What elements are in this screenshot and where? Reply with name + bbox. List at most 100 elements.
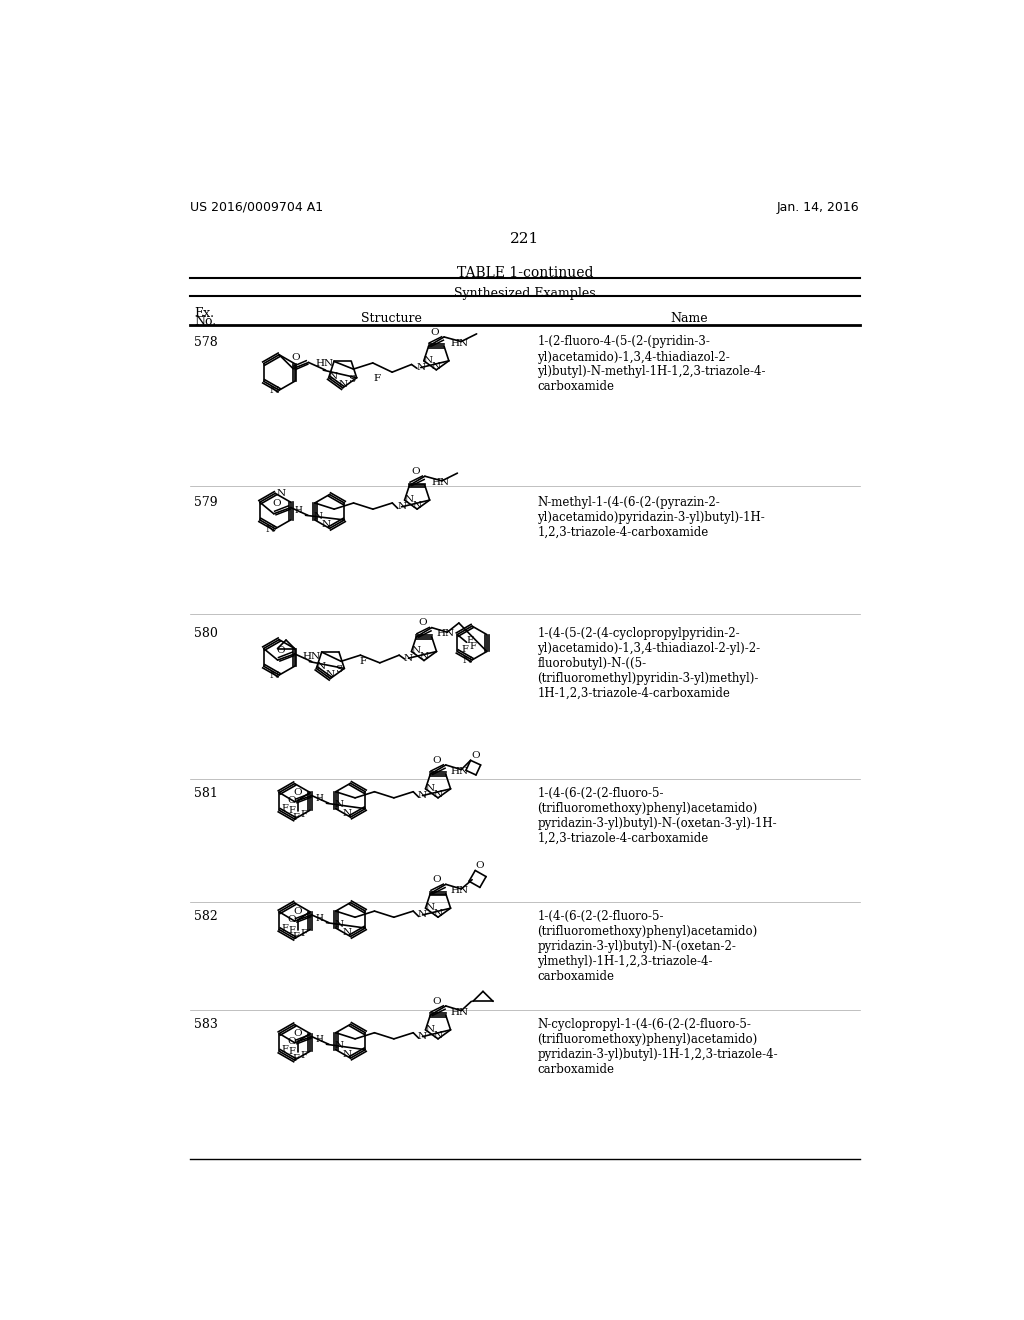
Text: F: F — [288, 925, 295, 935]
Text: F: F — [462, 645, 468, 655]
Text: HN: HN — [451, 886, 469, 895]
Text: F: F — [282, 804, 288, 813]
Text: F: F — [293, 813, 300, 821]
Text: H: H — [315, 795, 324, 803]
Text: HN: HN — [451, 339, 468, 347]
Text: O: O — [475, 862, 484, 870]
Text: F: F — [293, 932, 300, 941]
Text: N: N — [326, 671, 335, 680]
Text: N: N — [426, 903, 435, 912]
Text: O: O — [412, 467, 420, 477]
Text: O: O — [292, 352, 300, 362]
Text: O: O — [471, 751, 479, 760]
Text: 580: 580 — [194, 627, 218, 640]
Text: N: N — [276, 488, 285, 498]
Text: S: S — [348, 375, 355, 384]
Text: O: O — [288, 796, 296, 805]
Text: HN: HN — [436, 630, 455, 639]
Text: N: N — [404, 495, 414, 504]
Text: 1-(4-(6-(2-(2-fluoro-5-
(trifluoromethoxy)phenyl)acetamido)
pyridazin-3-yl)butyl: 1-(4-(6-(2-(2-fluoro-5- (trifluoromethox… — [538, 787, 777, 845]
Text: O: O — [294, 1030, 302, 1038]
Text: N: N — [313, 512, 323, 520]
Text: Jan. 14, 2016: Jan. 14, 2016 — [777, 201, 859, 214]
Text: N: N — [413, 500, 422, 510]
Text: N: N — [462, 656, 471, 665]
Text: O: O — [276, 645, 285, 655]
Text: N: N — [343, 928, 352, 937]
Text: N: N — [426, 784, 435, 792]
Text: N: N — [433, 909, 442, 917]
Text: 1-(2-fluoro-4-(5-(2-(pyridin-3-
yl)acetamido)-1,3,4-thiadiazol-2-
yl)butyl)-N-me: 1-(2-fluoro-4-(5-(2-(pyridin-3- yl)aceta… — [538, 335, 766, 393]
Text: HN: HN — [315, 359, 334, 368]
Text: O: O — [432, 997, 440, 1006]
Text: HN: HN — [302, 652, 321, 661]
Text: N: N — [417, 363, 425, 372]
Text: F: F — [282, 924, 288, 932]
Text: F: F — [300, 929, 307, 939]
Text: F: F — [288, 1048, 295, 1056]
Text: N: N — [269, 387, 279, 396]
Text: O: O — [432, 756, 440, 764]
Text: 579: 579 — [194, 496, 217, 508]
Text: N: N — [334, 800, 343, 809]
Text: F: F — [282, 1045, 288, 1055]
Text: O: O — [432, 875, 440, 884]
Text: 221: 221 — [510, 231, 540, 246]
Text: H: H — [315, 1035, 324, 1044]
Text: Ex.: Ex. — [194, 308, 214, 319]
Text: N: N — [397, 503, 407, 511]
Text: N: N — [420, 652, 429, 661]
Text: N: N — [412, 647, 421, 655]
Text: HN: HN — [431, 478, 450, 487]
Text: N: N — [343, 809, 352, 818]
Text: N: N — [424, 355, 433, 364]
Text: F: F — [293, 1053, 300, 1063]
Text: 1-(4-(6-(2-(2-fluoro-5-
(trifluoromethoxy)phenyl)acetamido)
pyridazin-3-yl)butyl: 1-(4-(6-(2-(2-fluoro-5- (trifluoromethox… — [538, 909, 758, 983]
Text: O: O — [294, 907, 302, 916]
Text: O: O — [430, 327, 439, 337]
Text: N: N — [338, 380, 347, 388]
Text: TABLE 1-continued: TABLE 1-continued — [457, 267, 593, 280]
Text: F: F — [359, 657, 367, 665]
Text: N: N — [316, 663, 326, 672]
Text: N: N — [265, 525, 274, 535]
Text: N: N — [418, 911, 427, 920]
Text: N: N — [432, 362, 441, 371]
Text: HN: HN — [451, 1007, 469, 1016]
Text: O: O — [418, 619, 427, 627]
Text: US 2016/0009704 A1: US 2016/0009704 A1 — [190, 201, 324, 214]
Text: S: S — [335, 665, 342, 675]
Text: 582: 582 — [194, 909, 218, 923]
Text: N: N — [334, 1041, 343, 1051]
Text: F: F — [300, 809, 307, 818]
Text: N: N — [343, 1049, 352, 1059]
Text: N: N — [269, 672, 279, 680]
Text: N: N — [433, 789, 442, 799]
Text: N: N — [334, 920, 343, 929]
Text: O: O — [294, 788, 302, 797]
Text: 583: 583 — [194, 1018, 218, 1031]
Text: Name: Name — [671, 313, 709, 326]
Text: Structure: Structure — [361, 313, 422, 326]
Text: N: N — [329, 372, 338, 380]
Text: N: N — [418, 791, 427, 800]
Text: O: O — [288, 915, 296, 924]
Text: F: F — [300, 1051, 307, 1060]
Text: No.: No. — [194, 315, 216, 329]
Text: 1-(4-(5-(2-(4-cyclopropylpyridin-2-
yl)acetamido)-1,3,4-thiadiazol-2-yl)-2-
fluo: 1-(4-(5-(2-(4-cyclopropylpyridin-2- yl)a… — [538, 627, 761, 700]
Text: F: F — [288, 807, 295, 816]
Text: F: F — [373, 374, 380, 383]
Text: H: H — [315, 913, 324, 923]
Text: H: H — [295, 506, 302, 515]
Text: Synthesized Examples: Synthesized Examples — [454, 286, 596, 300]
Text: N: N — [418, 1032, 427, 1041]
Text: O: O — [272, 499, 282, 508]
Text: 578: 578 — [194, 335, 218, 348]
Text: N-cyclopropyl-1-(4-(6-(2-(2-fluoro-5-
(trifluoromethoxy)phenyl)acetamido)
pyrida: N-cyclopropyl-1-(4-(6-(2-(2-fluoro-5- (t… — [538, 1018, 778, 1076]
Text: N-methyl-1-(4-(6-(2-(pyrazin-2-
yl)acetamido)pyridazin-3-yl)butyl)-1H-
1,2,3-tri: N-methyl-1-(4-(6-(2-(pyrazin-2- yl)aceta… — [538, 496, 765, 539]
Text: N: N — [433, 1031, 442, 1040]
Text: N: N — [426, 1024, 435, 1034]
Text: F: F — [466, 636, 473, 645]
Text: F: F — [469, 643, 476, 651]
Text: HN: HN — [451, 767, 469, 776]
